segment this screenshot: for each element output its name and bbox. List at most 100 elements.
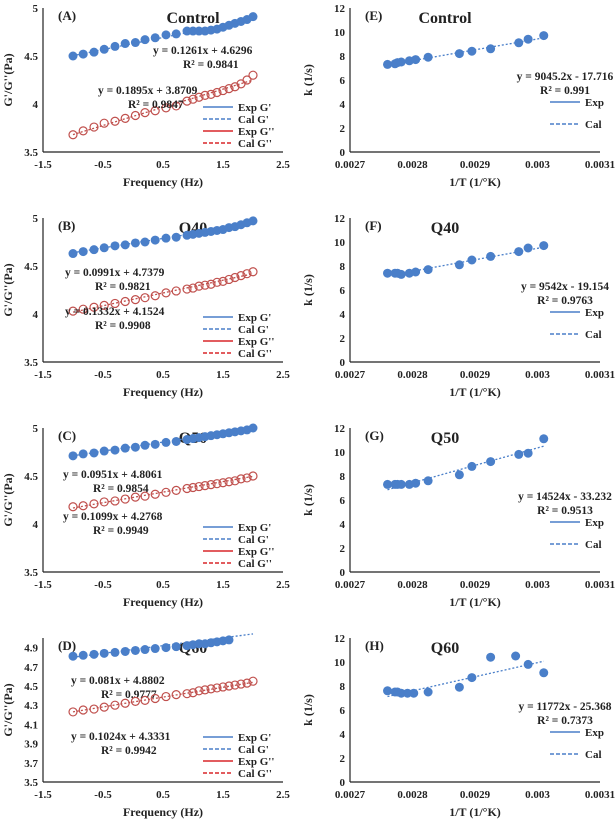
data-point: [212, 87, 222, 98]
data-point: [224, 681, 234, 691]
trendline: [72, 273, 254, 313]
y-axis-label: k (1/s): [301, 64, 315, 96]
data-point: [130, 696, 140, 706]
data-point: [68, 707, 78, 717]
data-point: [99, 702, 109, 712]
data-point: [200, 480, 210, 491]
chart-title: Q50: [431, 430, 459, 447]
data-point: [218, 276, 228, 286]
data-point: [78, 705, 88, 715]
trendline-equation: y = 0.1024x + 4.3331: [71, 731, 171, 743]
x-tick-label: -0.5: [94, 159, 112, 171]
x-axis-label: Frequency (Hz): [123, 175, 203, 189]
data-point: [78, 49, 88, 59]
data-point: [194, 92, 204, 102]
y-tick-label: 4.5: [24, 681, 38, 693]
legend-label: Cal G'': [238, 558, 272, 570]
data-point: [89, 704, 99, 714]
r-squared-label: R² = 0.7373: [537, 715, 593, 727]
data-point: [242, 269, 252, 279]
r-squared-label: R² = 0.9821: [95, 281, 151, 293]
data-point: [68, 502, 78, 512]
data-point: [89, 499, 99, 509]
x-tick-label: 0.0031: [585, 579, 615, 591]
data-point: [161, 487, 171, 497]
y-tick-label: 0: [340, 567, 346, 579]
x-tick-label: 1.5: [216, 159, 230, 171]
y-tick-label: 5: [33, 213, 39, 225]
data-point: [218, 85, 228, 96]
x-tick-label: 2.5: [276, 579, 290, 591]
data-point: [68, 249, 78, 259]
data-point: [212, 277, 222, 287]
r-squared-label: R² = 0.9513: [537, 505, 593, 517]
legend-label: Cal G'': [238, 348, 272, 360]
data-point: [130, 645, 140, 655]
y-axis-label: k (1/s): [301, 694, 315, 726]
x-tick-label: 2.5: [276, 159, 290, 171]
data-point: [150, 693, 160, 704]
data-point: [99, 497, 109, 507]
x-tick-label: 0.5: [156, 369, 170, 381]
data-point: [206, 89, 216, 100]
chart-panel-a: 3.5 4 4.5 5 -1.5 -0.5 0.5 1.5 2.5 Frequency (Hz) G…: [1, 3, 290, 189]
data-point: [467, 46, 477, 56]
trendline-equation: y = 11772x - 25.368: [518, 701, 611, 713]
data-point: [140, 491, 150, 501]
data-point: [130, 110, 140, 121]
data-point: [236, 270, 246, 281]
r-squared-label: R² = 0.9908: [95, 320, 151, 332]
x-tick-label: 0.003: [525, 159, 550, 171]
data-point: [486, 457, 496, 467]
data-point: [140, 237, 150, 247]
data-point: [218, 682, 228, 692]
data-point: [539, 241, 549, 251]
legend-label: Exp G': [238, 732, 271, 744]
x-axis-label: Frequency (Hz): [123, 595, 203, 609]
data-point: [539, 668, 549, 678]
data-point: [89, 122, 99, 132]
data-point: [523, 34, 533, 44]
trendline-equation: y = 0.0991x + 4.7379: [65, 267, 165, 279]
data-point: [110, 647, 120, 657]
data-point: [130, 38, 140, 48]
data-point: [68, 651, 78, 661]
data-point: [230, 476, 240, 486]
data-point: [161, 691, 171, 702]
r-squared-label: R² = 0.9847: [128, 99, 184, 111]
data-point: [161, 233, 171, 243]
x-tick-label: -0.5: [94, 369, 112, 381]
trendline-equation: y = 9045.2x - 17.716: [517, 71, 614, 83]
y-tick-label: 4: [340, 99, 346, 111]
r-squared-label: R² = 0.9949: [93, 525, 149, 537]
data-point: [383, 686, 392, 696]
y-axis-label: G'/G''(Pa): [1, 263, 15, 316]
trendline-equation: y = 0.0951x + 4.8061: [63, 469, 163, 481]
y-tick-label: 6: [340, 285, 346, 297]
data-point: [423, 265, 433, 275]
y-tick-label: 3.5: [24, 147, 38, 159]
y-tick-label: 8: [340, 261, 346, 273]
data-point: [224, 477, 234, 487]
y-axis-label: k (1/s): [301, 274, 315, 306]
data-point: [182, 689, 192, 699]
data-point: [78, 449, 88, 459]
data-point: [230, 82, 240, 92]
data-point: [411, 55, 421, 65]
y-tick-label: 4: [33, 519, 39, 531]
data-point: [206, 279, 216, 289]
x-tick-label: 0.003: [525, 579, 550, 591]
data-point: [150, 235, 160, 245]
legend-label: Exp G': [238, 102, 271, 114]
y-tick-label: 5: [33, 3, 39, 15]
r-squared-label: R² = 0.9763: [537, 295, 593, 307]
y-tick-label: 4.5: [24, 51, 38, 63]
data-point: [188, 482, 198, 493]
legend-label: Exp G'': [238, 336, 274, 348]
y-tick-label: 2: [340, 543, 346, 555]
y-tick-label: 10: [334, 237, 346, 249]
y-tick-label: 3.5: [24, 777, 38, 789]
chart-panel-e: 0 2 4 6 8 10 12 0.0027 0.0028 0.0029 0.003 0.0031 1/…: [301, 3, 615, 189]
data-point: [140, 293, 150, 303]
y-tick-label: 8: [340, 51, 346, 63]
